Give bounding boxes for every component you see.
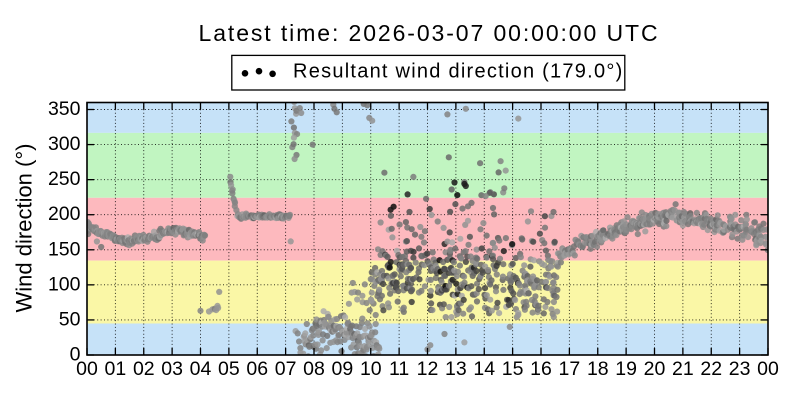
- svg-text:09: 09: [332, 358, 354, 380]
- svg-text:23: 23: [729, 358, 751, 380]
- svg-text:0: 0: [70, 344, 81, 366]
- svg-text:01: 01: [105, 358, 127, 380]
- svg-text:11: 11: [389, 358, 409, 380]
- svg-text:300: 300: [48, 133, 81, 155]
- svg-text:16: 16: [530, 358, 552, 380]
- svg-text:08: 08: [303, 358, 325, 380]
- svg-text:15: 15: [502, 358, 524, 380]
- svg-text:00: 00: [757, 358, 779, 380]
- svg-text:06: 06: [246, 358, 268, 380]
- svg-text:250: 250: [48, 168, 81, 190]
- svg-text:03: 03: [161, 358, 183, 380]
- svg-text:22: 22: [700, 358, 722, 380]
- svg-text:07: 07: [275, 358, 297, 380]
- svg-text:20: 20: [644, 358, 666, 380]
- svg-text:350: 350: [48, 98, 81, 120]
- svg-text:Latest time: 2026-03-07 00:00:: Latest time: 2026-03-07 00:00:00 UTC: [199, 20, 660, 46]
- svg-text:Wind direction (°): Wind direction (°): [12, 144, 37, 313]
- svg-text:21: 21: [672, 358, 694, 380]
- svg-text:10: 10: [360, 358, 382, 380]
- svg-text:19: 19: [615, 358, 637, 380]
- svg-text:100: 100: [48, 273, 81, 295]
- svg-text:14: 14: [473, 358, 495, 380]
- svg-text:00: 00: [76, 358, 98, 380]
- svg-text:18: 18: [587, 358, 609, 380]
- svg-text:05: 05: [218, 358, 240, 380]
- svg-text:17: 17: [559, 358, 581, 380]
- svg-text:12: 12: [417, 358, 439, 380]
- svg-text:50: 50: [59, 308, 81, 330]
- svg-text:200: 200: [48, 203, 81, 225]
- svg-text:Resultant wind direction (179.: Resultant wind direction (179.0°): [293, 61, 624, 83]
- svg-text:150: 150: [48, 238, 81, 260]
- svg-text:04: 04: [190, 358, 212, 380]
- svg-text:02: 02: [133, 358, 155, 380]
- svg-text:13: 13: [445, 358, 467, 380]
